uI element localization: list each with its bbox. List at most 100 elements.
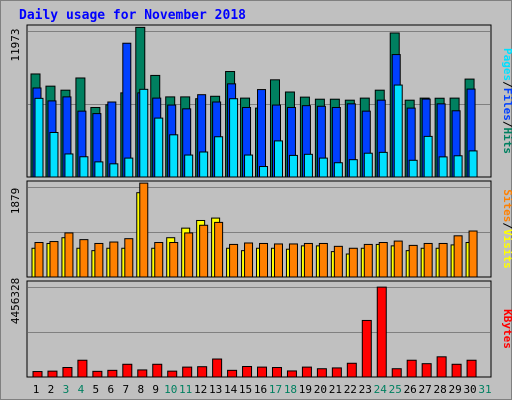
x-tick-11: 11 (179, 383, 192, 396)
chart-title: Daily usage for November 2018 (19, 8, 246, 23)
legend-entry: Visits (501, 229, 512, 269)
bar-pages-1 (34, 97, 44, 178)
bar-kbytes-10 (167, 370, 178, 378)
x-tick-19: 19 (299, 383, 312, 396)
bar-kbytes-11 (182, 366, 193, 378)
bar-pages-7 (124, 157, 134, 178)
bar-kbytes-28 (436, 356, 447, 378)
bar-kbytes-17 (271, 367, 282, 378)
x-tick-14: 14 (224, 383, 238, 396)
x-tick-18: 18 (284, 383, 297, 396)
legend-entry: Sites (501, 189, 512, 222)
bar-sites-7 (124, 238, 134, 278)
bar-sites-13 (214, 221, 224, 278)
bar-kbytes-6 (107, 369, 118, 378)
bar-kbytes-29 (451, 363, 462, 378)
x-tick-28: 28 (434, 383, 447, 396)
legend-bottom: KBytes (501, 309, 512, 349)
x-tick-2: 2 (48, 383, 55, 396)
legend-entry: / (501, 81, 512, 88)
x-tick-9: 9 (152, 383, 159, 396)
bar-sites-30 (468, 230, 478, 278)
bar-kbytes-26 (406, 359, 417, 378)
bar-pages-26 (408, 159, 418, 178)
x-tick-15: 15 (239, 383, 252, 396)
bar-sites-17 (273, 243, 283, 278)
x-tick-16: 16 (254, 383, 267, 396)
bar-kbytes-18 (286, 370, 297, 378)
bar-pages-30 (468, 150, 478, 178)
bar-sites-5 (94, 242, 104, 278)
bar-sites-29 (453, 235, 463, 278)
bar-sites-1 (34, 242, 44, 278)
bar-sites-12 (199, 224, 209, 278)
x-tick-31: 31 (478, 383, 491, 396)
bar-sites-22 (348, 247, 358, 278)
x-tick-29: 29 (448, 383, 461, 396)
bar-kbytes-23 (361, 319, 372, 378)
x-tick-27: 27 (419, 383, 432, 396)
bar-sites-10 (169, 242, 179, 278)
bar-sites-16 (259, 242, 269, 278)
bar-pages-23 (363, 152, 373, 178)
bar-kbytes-13 (212, 358, 223, 378)
bar-pages-16 (259, 166, 269, 178)
bar-kbytes-7 (122, 363, 133, 378)
bar-files-16 (257, 89, 267, 178)
y-max-label-middle: 1879 (9, 188, 22, 215)
legend-entry: / (501, 121, 512, 128)
bar-pages-18 (288, 154, 298, 178)
bar-sites-6 (109, 241, 119, 278)
bar-sites-27 (423, 242, 433, 278)
legend-entry: / (501, 222, 512, 229)
bar-kbytes-25 (391, 368, 402, 378)
x-tick-23: 23 (359, 383, 372, 396)
bar-pages-17 (273, 140, 283, 178)
x-tick-17: 17 (269, 383, 282, 396)
x-tick-26: 26 (404, 383, 417, 396)
legend-entry: Files (501, 88, 512, 121)
bar-pages-19 (303, 153, 313, 178)
y-max-label-bottom: 4456328 (9, 278, 22, 324)
bar-pages-13 (214, 136, 224, 178)
x-tick-10: 10 (164, 383, 177, 396)
x-tick-7: 7 (122, 383, 129, 396)
bar-kbytes-15 (242, 365, 253, 378)
bar-pages-28 (438, 156, 448, 178)
x-tick-13: 13 (209, 383, 222, 396)
x-tick-25: 25 (389, 383, 402, 396)
bar-kbytes-24 (376, 286, 387, 378)
bar-pages-9 (154, 117, 164, 178)
bar-sites-21 (333, 245, 343, 278)
bar-sites-9 (154, 242, 164, 278)
bar-pages-4 (79, 156, 89, 178)
x-tick-1: 1 (33, 383, 40, 396)
bar-pages-15 (244, 154, 254, 178)
bar-sites-19 (303, 242, 313, 278)
bar-kbytes-30 (466, 359, 477, 378)
panel-bottom (26, 280, 492, 378)
bar-sites-3 (64, 232, 74, 278)
bar-kbytes-16 (257, 366, 268, 378)
x-tick-30: 30 (463, 383, 476, 396)
x-tick-6: 6 (108, 383, 115, 396)
bar-kbytes-5 (92, 370, 103, 378)
bar-pages-5 (94, 161, 104, 178)
bar-kbytes-1 (32, 371, 43, 378)
bar-kbytes-3 (62, 367, 73, 378)
bar-pages-22 (348, 159, 358, 178)
bar-pages-8 (139, 88, 149, 178)
bar-sites-20 (318, 242, 328, 278)
bar-kbytes-12 (197, 366, 208, 378)
bar-kbytes-9 (152, 363, 163, 378)
bar-pages-29 (453, 155, 463, 178)
bar-sites-25 (393, 240, 403, 278)
bar-kbytes-4 (77, 359, 88, 378)
bar-sites-24 (378, 242, 388, 278)
bar-files-7 (122, 42, 132, 178)
bar-pages-11 (184, 154, 194, 178)
y-max-label-top: 11973 (9, 28, 22, 61)
bar-sites-4 (79, 239, 89, 278)
